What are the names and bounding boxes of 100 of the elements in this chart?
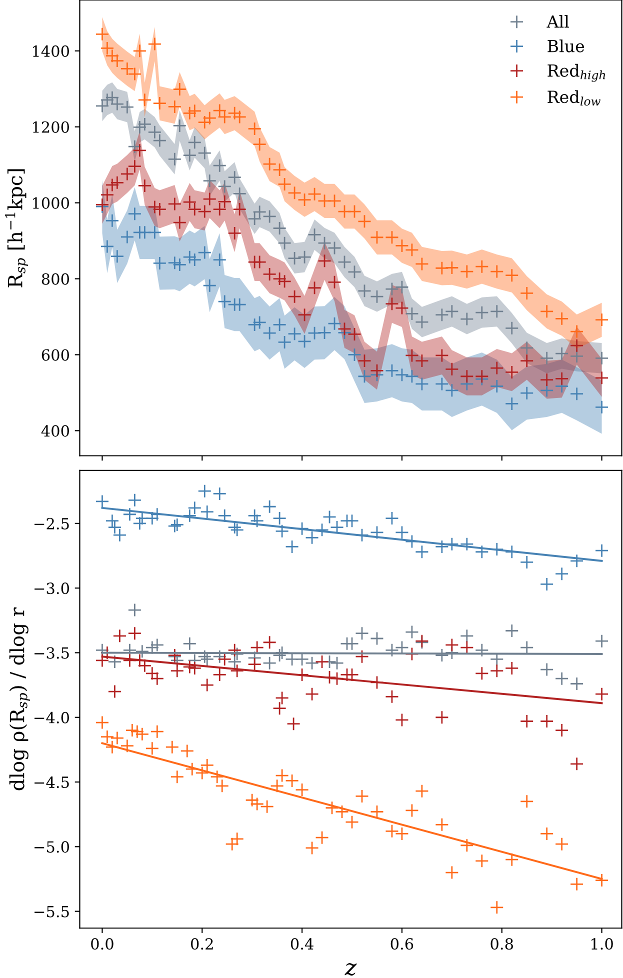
point: [540, 714, 554, 728]
point: [554, 837, 569, 852]
point: [490, 361, 504, 375]
point: [385, 282, 399, 296]
point: [444, 383, 459, 398]
point: [272, 221, 287, 236]
point: [540, 351, 554, 366]
point: [278, 236, 292, 250]
point: [570, 349, 584, 364]
point: [168, 519, 182, 533]
point: [272, 511, 287, 526]
point: [474, 666, 489, 680]
point: [262, 656, 277, 670]
point: [520, 386, 534, 400]
point: [554, 346, 569, 361]
point: [170, 518, 184, 532]
point: [385, 364, 399, 378]
point: [504, 365, 519, 380]
point: [345, 636, 359, 651]
point: [474, 643, 489, 658]
point: [295, 782, 309, 797]
point: [345, 668, 359, 682]
point: [594, 544, 609, 558]
point: [405, 625, 419, 639]
point: [395, 238, 409, 253]
point: [95, 494, 110, 508]
point: [385, 230, 399, 244]
point: [444, 638, 459, 652]
point: [248, 657, 262, 672]
point: [145, 741, 160, 756]
x-tick-label: 1.0: [591, 938, 613, 950]
point: [198, 484, 212, 498]
point: [460, 537, 474, 552]
point: [474, 854, 489, 868]
point: [305, 656, 319, 670]
point: [202, 174, 217, 188]
point: [272, 648, 287, 662]
point: [395, 301, 409, 315]
point: [138, 178, 152, 193]
point: [230, 522, 244, 537]
point: [504, 624, 519, 638]
point: [228, 654, 242, 669]
point: [308, 280, 322, 295]
point: [370, 230, 384, 244]
point: [504, 268, 519, 282]
point: [152, 256, 167, 270]
point: [250, 797, 264, 811]
point: [182, 636, 197, 651]
point: [188, 135, 202, 150]
point: [95, 27, 110, 42]
point: [295, 652, 309, 666]
point: [520, 354, 534, 368]
point: [170, 770, 184, 784]
point: [434, 648, 449, 662]
point: [198, 204, 212, 218]
point: [250, 514, 264, 528]
point: [414, 257, 429, 271]
point: [348, 204, 362, 218]
point: [570, 676, 584, 691]
point: [288, 326, 302, 341]
point: [570, 756, 584, 771]
point: [182, 660, 197, 674]
point: [152, 96, 167, 110]
point: [120, 100, 134, 114]
point: [460, 628, 474, 643]
point: [345, 815, 359, 830]
point: [490, 264, 504, 278]
point: [108, 520, 122, 534]
point: [385, 824, 399, 838]
point: [444, 260, 459, 275]
point: [405, 369, 419, 384]
y-tick-label: −4.0: [34, 712, 70, 724]
point: [474, 260, 489, 274]
point: [520, 794, 534, 808]
point: [120, 230, 134, 244]
point: [100, 188, 114, 202]
point: [414, 544, 429, 559]
point: [358, 354, 372, 368]
point: [95, 716, 110, 730]
point: [130, 724, 144, 739]
point: [490, 304, 504, 318]
x-tick-label: 0.2: [190, 938, 213, 950]
point: [228, 520, 242, 534]
point: [138, 92, 152, 107]
point: [182, 250, 197, 264]
point: [262, 267, 277, 282]
point: [105, 214, 120, 228]
point: [120, 738, 134, 753]
point: [132, 516, 147, 530]
point: [355, 626, 369, 640]
x-tick-label: 0.8: [490, 938, 513, 950]
point: [328, 241, 342, 255]
point: [260, 800, 274, 814]
point: [232, 298, 247, 312]
point: [105, 514, 120, 528]
point: [182, 195, 197, 209]
point: [405, 348, 419, 362]
point: [200, 678, 214, 692]
point: [395, 280, 409, 294]
point: [152, 134, 167, 148]
